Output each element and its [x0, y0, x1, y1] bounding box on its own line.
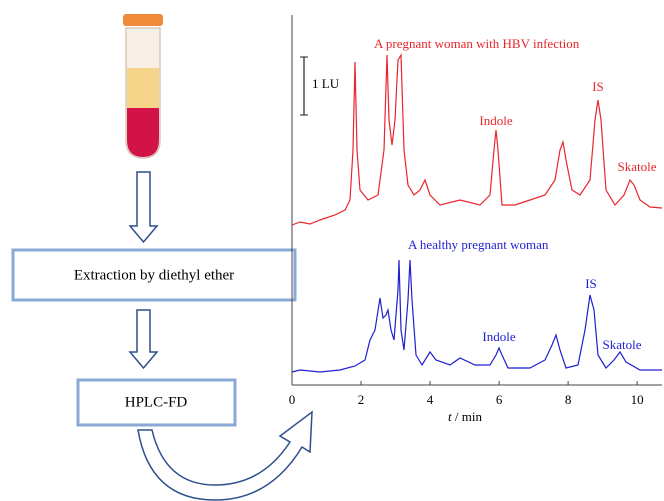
- trace-label: A pregnant woman with HBV infection: [374, 36, 580, 51]
- x-axis-var: t: [448, 409, 452, 424]
- peak-label: Skatole: [603, 337, 642, 352]
- chart-area: [291, 15, 663, 386]
- peak-label: Skatole: [618, 159, 657, 174]
- arrow-down: [128, 171, 159, 244]
- trace: [291, 52, 663, 226]
- x-tick-label: 10: [631, 392, 644, 407]
- arrow-curved: [137, 410, 313, 501]
- scale-bar-label: 1 LU: [312, 76, 340, 91]
- x-tick-label: 8: [565, 392, 572, 407]
- x-tick-label: 0: [289, 392, 296, 407]
- test-tube: [123, 14, 163, 159]
- step-label: Extraction by diethyl ether: [74, 267, 234, 283]
- x-tick-label: 6: [496, 392, 503, 407]
- peak-label: IS: [585, 276, 597, 291]
- peak-label: Indole: [482, 329, 515, 344]
- step-box: [11, 248, 297, 302]
- step-label: HPLC-FD: [125, 394, 188, 410]
- peak-label: IS: [592, 79, 604, 94]
- x-tick-label: 2: [358, 392, 365, 407]
- x-tick-label: 4: [427, 392, 434, 407]
- trace: [291, 259, 662, 373]
- trace-label: A healthy pregnant woman: [408, 237, 549, 252]
- x-axis-unit: / min: [452, 409, 483, 424]
- x-axis-label: t / min: [448, 409, 482, 424]
- step-box: [76, 378, 237, 427]
- arrow-down: [128, 309, 159, 370]
- peak-label: Indole: [479, 113, 512, 128]
